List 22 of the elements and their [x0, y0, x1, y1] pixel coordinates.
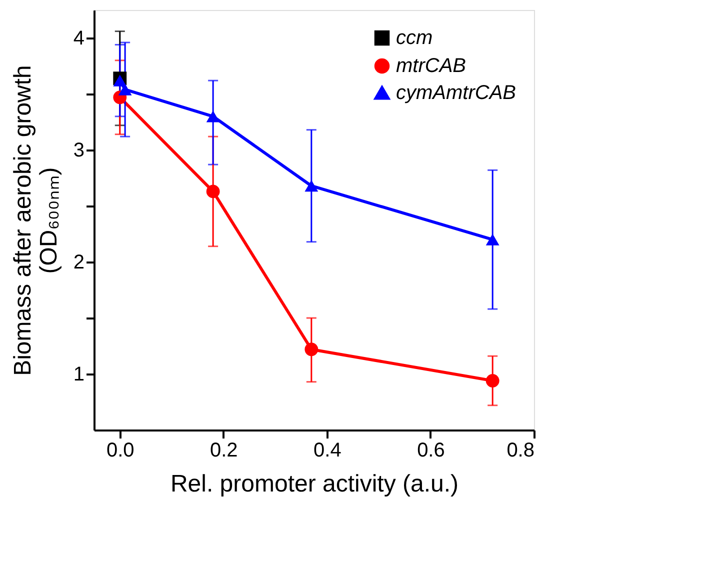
y-tick-label: 3: [73, 140, 84, 162]
x-tick-label: 0.8: [506, 440, 534, 462]
point: [113, 74, 127, 86]
y-tick-label: 1: [73, 364, 84, 386]
x-tick-label: 0.2: [210, 440, 238, 462]
point: [206, 184, 220, 198]
y-tick-label: 4: [73, 28, 84, 50]
x-axis-title: Rel. promoter activity (a.u.): [170, 470, 459, 498]
point: [304, 342, 318, 356]
y-tick-label: 2: [73, 252, 84, 274]
legend-label: mtrCAB: [396, 55, 466, 77]
x-tick-label: 0.4: [314, 440, 342, 462]
x-tick-label: 0.6: [417, 440, 445, 462]
point: [206, 110, 220, 122]
point: [486, 234, 500, 246]
point: [304, 180, 318, 192]
point: [118, 84, 132, 96]
y-axis-title: Biomass after aerobic growth (OD₆₀₀ₙₘ): [9, 65, 62, 376]
legend-label: ccm: [396, 27, 433, 49]
x-tick-label: 0.0: [106, 440, 134, 462]
legend-label: cymAmtrCAB: [396, 82, 516, 104]
point: [486, 374, 500, 388]
